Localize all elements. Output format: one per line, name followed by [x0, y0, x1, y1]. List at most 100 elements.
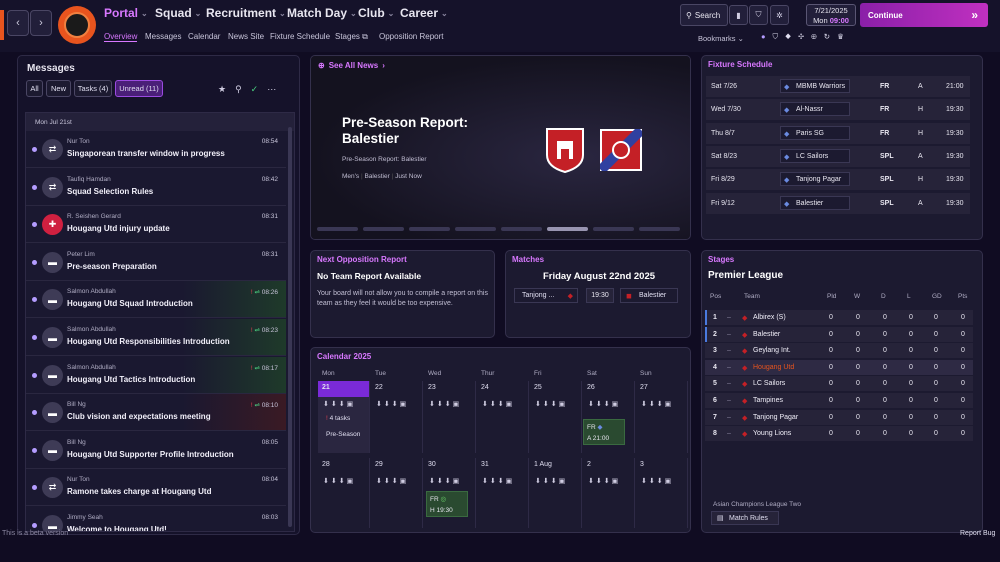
fixture-row[interactable]: Thu 8/7 ◆ Paris SG FR H 19:30 [706, 122, 970, 144]
nav-squad[interactable]: Squad ⌄ [155, 6, 202, 20]
nav-recruitment[interactable]: Recruitment ⌄ [206, 6, 286, 20]
standings-row[interactable]: 1 – ◆ Albirex (S) 0 0 0 0 0 0 [705, 310, 973, 325]
back-button[interactable]: ‹ [7, 10, 29, 36]
calendar-day[interactable]: 26 ⬇⬇⬇▣ [583, 381, 635, 453]
standings-row[interactable]: 8 – ◆ Young Lions 0 0 0 0 0 0 [705, 426, 973, 442]
scrollbar[interactable] [288, 127, 292, 527]
message-item[interactable]: ▬ Bill Ng Club vision and expectations mee… [26, 394, 286, 432]
unread-dot [32, 335, 37, 340]
calendar-day[interactable]: 31 ⬇⬇⬇▣ [477, 458, 529, 528]
fixture-row[interactable]: Wed 7/30 ◆ Al-Nassr FR H 19:30 [706, 99, 970, 121]
carousel-dot[interactable] [639, 227, 680, 231]
standings-row[interactable]: 6 – ◆ Tampines 0 0 0 0 0 0 [705, 393, 973, 408]
calendar-day[interactable]: 23 ⬇⬇⬇▣ [424, 381, 476, 453]
fixture-row[interactable]: Sat 8/23 ◆ LC Sailors SPL A 19:30 [706, 145, 970, 167]
calendar-day[interactable]: 22 ⬇⬇⬇▣ [371, 381, 423, 453]
tab-new[interactable]: New [46, 80, 71, 97]
message-item[interactable]: ✚ R. Seishen Gerard Hougang Utd injury upd… [26, 206, 286, 244]
news-headline[interactable]: Pre-Season Report: Balestier [342, 115, 469, 146]
carousel-dot[interactable] [317, 227, 358, 231]
subnav-stages[interactable]: Stages ⧉ [335, 32, 368, 41]
fixture-row[interactable]: Fri 8/29 ◆ Tanjong Pagar SPL H 19:30 [706, 169, 970, 191]
message-item[interactable]: ▬ Salmon Abdullah Hougang Utd Squad Introd… [26, 281, 286, 319]
subnav-overview[interactable]: Overview [104, 32, 138, 42]
subnav-opposition-report[interactable]: Opposition Report [379, 32, 444, 41]
message-item[interactable]: ⇄ Nur Ton Singaporean transfer window in p… [26, 131, 286, 168]
transfer-icon: ⇄ [42, 176, 63, 198]
standings-stat: 0 [961, 330, 965, 338]
subnav-messages[interactable]: Messages [145, 32, 182, 41]
tab-all[interactable]: All [26, 80, 43, 97]
star-icon[interactable]: ★ [218, 84, 236, 94]
carousel-dot[interactable] [455, 227, 496, 231]
standings-row[interactable]: 7 – ◆ Tanjong Pagar 0 0 0 0 0 0 [705, 409, 973, 425]
message-item[interactable]: ▬ Jimmy Seah Welcome to Hougang Utd! 08:03 [26, 507, 286, 531]
message-item[interactable]: ⇄ Nur Ton Ramone takes charge at Hougang U… [26, 469, 286, 507]
message-item[interactable]: ▬ Salmon Abdullah Hougang Utd Responsibili… [26, 319, 286, 356]
calendar-day[interactable]: 1 Aug ⬇⬇⬇▣ [530, 458, 582, 528]
forward-button[interactable]: › [30, 10, 52, 36]
continue-button[interactable]: Continue» [860, 3, 988, 27]
carousel-dot[interactable] [501, 227, 542, 231]
standings-stat: 0 [829, 330, 833, 338]
tab-tasks[interactable]: Tasks (4) [74, 80, 112, 97]
calendar-day[interactable]: 25 ⬇⬇⬇▣ [530, 381, 582, 453]
tab-unread[interactable]: Unread (11) [115, 80, 163, 97]
fixture-team: Balestier [796, 199, 824, 207]
subnav-calendar[interactable]: Calendar [188, 32, 221, 41]
subnav-news-site[interactable]: News Site [228, 32, 265, 41]
check-icon[interactable]: ✓ [250, 84, 268, 94]
carousel-dot-active[interactable] [547, 227, 588, 231]
nav-club[interactable]: Club ⌄ [358, 6, 395, 20]
calendar-match[interactable]: FR ◆ A 21:00 [583, 419, 625, 445]
nav-match-day[interactable]: Match Day ⌄ [287, 6, 357, 20]
calendar-day[interactable]: 27 ⬇⬇⬇▣ [636, 381, 688, 453]
report-bug-link[interactable]: Report Bug [960, 530, 996, 537]
calendar-day[interactable]: 29 ⬇⬇⬇▣ [371, 458, 423, 528]
message-item[interactable]: ▬ Bill Ng Hougang Utd Supporter Profile In… [26, 432, 286, 469]
quick-icons[interactable]: ●⛉◆✣⊕↻♛ [761, 32, 851, 42]
nav-career[interactable]: Career ⌄ [400, 6, 448, 20]
fixture-row[interactable]: Sat 7/26 ◆ MBMB Warriors FR A 21:00 [706, 76, 970, 97]
calendar-day[interactable]: 2 ⬇⬇⬇▣ [583, 458, 635, 528]
calendar-day[interactable]: 30 ⬇⬇⬇▣ [424, 458, 476, 528]
standings-row[interactable]: 2 – ◆ Balestier 0 0 0 0 0 0 [705, 326, 973, 342]
calendar-day[interactable]: 24 ⬇⬇⬇▣ [477, 381, 529, 453]
shield-icon[interactable]: ⛉ [749, 5, 768, 25]
search-button[interactable]: ⚲ Search [680, 4, 728, 26]
gear-icon[interactable]: ✲ [770, 5, 789, 25]
standings-row[interactable]: 3 – ◆ Geylang Int. 0 0 0 0 0 0 [705, 343, 973, 359]
event-icons: ⬇⬇⬇▣ [323, 401, 356, 408]
carousel-dot[interactable] [409, 227, 450, 231]
carousel-dot[interactable] [593, 227, 634, 231]
match-rules-button[interactable]: ▤ Match Rules [711, 511, 779, 525]
standings-stat: 0 [883, 330, 887, 338]
fixture-time: 21:00 [946, 83, 964, 90]
search-icon[interactable]: ⚲ [235, 84, 251, 94]
calendar-day[interactable]: 3 ⬇⬇⬇▣ [636, 458, 688, 528]
bookmarks-menu[interactable]: Bookmarks ⌄ [698, 34, 744, 43]
club-logo[interactable] [58, 6, 96, 44]
message-item[interactable]: ⇄ Taufiq Hamdan Squad Selection Rules 08:42 [26, 169, 286, 206]
chat-icon: ● [761, 32, 773, 41]
carousel-dot[interactable] [363, 227, 404, 231]
fixture-row[interactable]: Fri 9/12 ◆ Balestier SPL A 19:30 [706, 192, 970, 214]
nav-portal[interactable]: Portal ⌄ [104, 6, 148, 20]
calendar-day[interactable]: 28 ⬇⬇⬇▣ [318, 458, 370, 528]
event-icons: ⬇⬇⬇▣ [641, 401, 674, 408]
opposition-report-panel[interactable]: Next Opposition Report No Team Report Av… [310, 250, 495, 338]
calendar-match[interactable]: FR ◎ H 19:30 [426, 491, 468, 517]
standings-row[interactable]: 4 – ◆ Hougang Utd 0 0 0 0 0 0 [705, 359, 973, 375]
more-icon[interactable]: ⋯ [267, 84, 286, 94]
standings-stat: 0 [934, 413, 938, 421]
date-time-display[interactable]: 7/21/2025 Mon 09:00 [806, 4, 856, 26]
task-icon: ⇌ [254, 327, 260, 334]
see-all-news-link[interactable]: ⊕ See All News › [318, 61, 385, 70]
calendar-day[interactable]: 21 ⬇⬇⬇▣ ! 4 tasks Pre-Season [318, 381, 370, 453]
message-item[interactable]: ▬ Peter Lim Pre-season Preparation 08:31 [26, 244, 286, 281]
standings-row[interactable]: 5 – ◆ LC Sailors 0 0 0 0 0 0 [705, 376, 973, 392]
subnav-fixture-schedule[interactable]: Fixture Schedule [270, 32, 331, 41]
matches-panel[interactable]: Matches Friday August 22nd 2025 Tanjong … [505, 250, 691, 338]
bookmark-icon[interactable]: ▮ [729, 5, 748, 25]
message-item[interactable]: ▬ Salmon Abdullah Hougang Utd Tactics Intr… [26, 356, 286, 394]
